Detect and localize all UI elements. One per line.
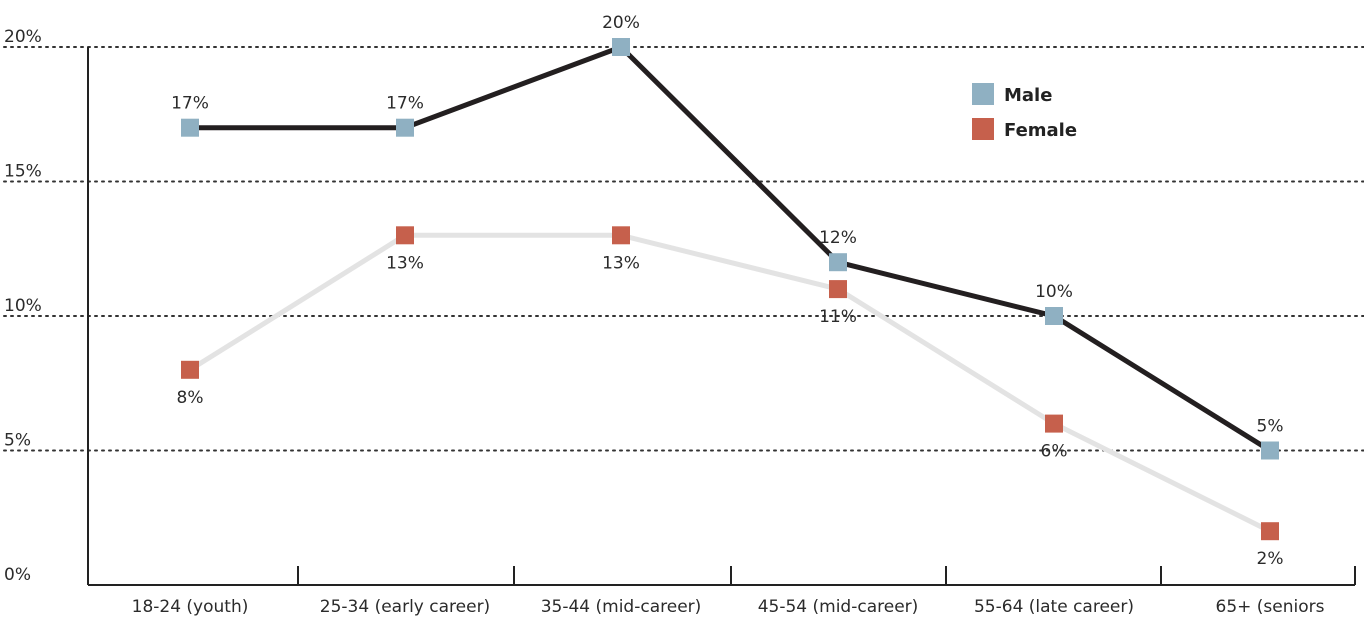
data-label-female: 11% bbox=[819, 307, 857, 327]
data-label-male: 17% bbox=[171, 94, 209, 114]
data-label-female: 13% bbox=[602, 253, 640, 273]
y-tick-label: 15% bbox=[4, 162, 42, 182]
data-label-female: 6% bbox=[1041, 442, 1068, 462]
y-tick-label: 5% bbox=[4, 431, 31, 451]
series-line-male bbox=[190, 44, 1272, 453]
data-label-male: 17% bbox=[386, 94, 424, 114]
legend-label-male: Male bbox=[1004, 85, 1052, 106]
y-tick-label: 10% bbox=[4, 296, 42, 316]
data-point-male bbox=[612, 38, 630, 56]
data-point-male bbox=[396, 118, 414, 137]
data-point-female bbox=[1045, 414, 1063, 433]
data-point-female bbox=[1261, 522, 1279, 541]
x-category-label: 35-44 (mid-career) bbox=[541, 597, 702, 617]
legend-label-female: Female bbox=[1004, 120, 1077, 141]
data-point-male bbox=[1261, 441, 1279, 460]
data-point-female bbox=[396, 226, 414, 245]
data-label-male: 20% bbox=[602, 13, 640, 33]
series-line-female bbox=[188, 232, 1272, 534]
x-category-label: 55-64 (late career) bbox=[974, 597, 1134, 617]
y-tick-label: 0% bbox=[4, 565, 31, 585]
data-label-female: 2% bbox=[1257, 549, 1284, 569]
x-category-label: 18-24 (youth) bbox=[132, 597, 249, 617]
x-category-label: 25-34 (early career) bbox=[320, 597, 490, 617]
label-layer: 0% 5% 10% 15% 20% 18-24 (youth) 25-34 (early c… bbox=[4, 13, 1325, 617]
data-point-female bbox=[829, 280, 847, 299]
data-point-female bbox=[181, 360, 199, 379]
x-category-label: 65+ (seniors bbox=[1216, 597, 1325, 617]
legend-swatch-female bbox=[972, 118, 994, 140]
axis-layer bbox=[87, 47, 1356, 586]
series-layer bbox=[181, 38, 1279, 541]
y-tick-label: 20% bbox=[4, 27, 42, 47]
data-label-male: 10% bbox=[1035, 282, 1073, 302]
grid-layer bbox=[3, 46, 1364, 452]
data-label-female: 13% bbox=[386, 253, 424, 273]
data-point-male bbox=[1045, 307, 1063, 325]
legend: Male Female bbox=[972, 83, 1077, 141]
data-point-male bbox=[829, 253, 847, 272]
data-label-male: 12% bbox=[819, 228, 857, 248]
legend-swatch-male bbox=[972, 83, 994, 105]
x-category-label: 45-54 (mid-career) bbox=[758, 597, 919, 617]
data-label-male: 5% bbox=[1257, 417, 1284, 437]
data-point-female bbox=[612, 226, 630, 245]
data-label-female: 8% bbox=[177, 388, 204, 408]
data-point-male bbox=[181, 118, 199, 137]
